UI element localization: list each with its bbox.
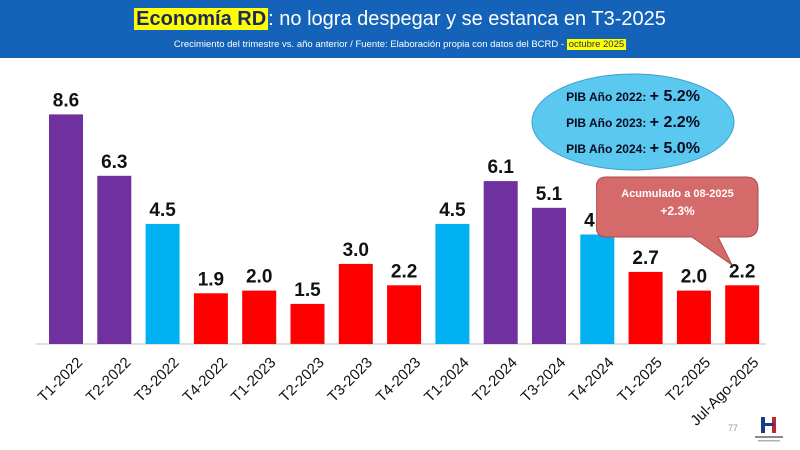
callout-text: Acumulado a 08-2025 +2.3% [600,186,755,220]
data-label-t2-2022: 6.3 [101,152,127,173]
page-number: 77 [728,423,739,433]
data-label-t1-2025: 2.7 [632,248,658,269]
data-label-t3-2024: 5.1 [536,184,563,205]
bar-t4-2023 [387,285,422,344]
pib-2022-label: PIB Año 2022: [566,90,650,104]
x-tick-t1-2024: T1-2024 [421,354,473,406]
data-label-t3-2023: 3.0 [343,240,369,261]
pib-2023: PIB Año 2023: + 2.2% [531,110,735,136]
data-label-t2-2024: 6.1 [487,157,514,178]
x-tick-t2-2023: T2-2023 [276,354,328,406]
bar-t1-2023 [242,290,277,344]
bar-t4-2024 [580,234,615,344]
bar-t2-2025 [676,290,711,344]
x-tick-t4-2024: T4-2024 [566,354,618,406]
data-label-t1-2022: 8.6 [53,90,79,111]
x-tick-t3-2023: T3-2023 [324,354,376,406]
pib-2023-label: PIB Año 2023: [566,116,650,130]
bar-t2-2022 [97,175,132,344]
x-tick-t4-2022: T4-2022 [180,354,232,406]
bar-t4-2022 [193,293,228,344]
pib-2022: PIB Año 2022: + 5.2% [531,84,735,110]
x-tick-t3-2022: T3-2022 [131,354,183,406]
pib-summary: PIB Año 2022: + 5.2% PIB Año 2023: + 2.2… [531,84,735,162]
bar-t1-2024 [435,223,470,344]
pib-2022-value: + 5.2% [649,88,700,105]
data-label-t1-2024: 4.5 [439,200,466,221]
subtitle-highlight: octubre 2025 [566,39,627,50]
data-label-t3-2022: 4.5 [149,200,176,221]
bar-t1-2025 [628,271,663,344]
x-tick-t2-2024: T2-2024 [469,354,521,406]
header-banner [0,0,800,58]
data-label-t2-2025: 2.0 [681,267,707,288]
bar-t3-2023 [338,263,373,344]
data-label-t2-2023: 1.5 [294,280,321,301]
pib-2024-value: + 5.0% [649,140,700,157]
data-label-t4-2022: 1.9 [198,269,224,290]
title-rest: : no logra despegar y se estanca en T3-2… [268,8,666,30]
title-highlight: Economía RD [134,8,269,30]
x-tick-t1-2023: T1-2023 [228,354,280,406]
pib-bubble [531,73,735,171]
data-label-t1-2023: 2.0 [246,267,272,288]
bar-t3-2024 [532,207,566,344]
x-tick-t4-2023: T4-2023 [373,354,425,406]
data-label-jul-ago-2025: 2.2 [729,261,755,282]
pib-2024: PIB Año 2024: + 5.0% [531,136,735,162]
pib-2023-value: + 2.2% [649,114,700,131]
page-title: Economía RD: no logra despegar y se esta… [0,6,800,32]
pib-2024-label: PIB Año 2024: [566,142,650,156]
x-tick-t3-2024: T3-2024 [518,354,570,406]
bar-t2-2024 [483,181,518,344]
bar-t2-2023 [290,303,325,344]
callout-line2: +2.3% [660,204,695,218]
x-tick-t1-2022: T1-2022 [35,354,87,406]
bar-t1-2022 [49,114,83,345]
x-tick-t1-2025: T1-2025 [614,354,666,406]
callout-line1: Acumulado a 08-2025 [621,188,734,200]
subtitle-text: Crecimiento del trimestre vs. año anteri… [173,39,567,50]
bar-t3-2022 [145,223,180,344]
bar-jul-ago-2025 [725,285,760,344]
x-tick-t2-2022: T2-2022 [83,354,135,406]
logo-icon [755,417,783,442]
page-subtitle: Crecimiento del trimestre vs. año anteri… [0,38,800,52]
data-label-t4-2023: 2.2 [391,261,417,282]
accumulated-callout [596,176,759,266]
